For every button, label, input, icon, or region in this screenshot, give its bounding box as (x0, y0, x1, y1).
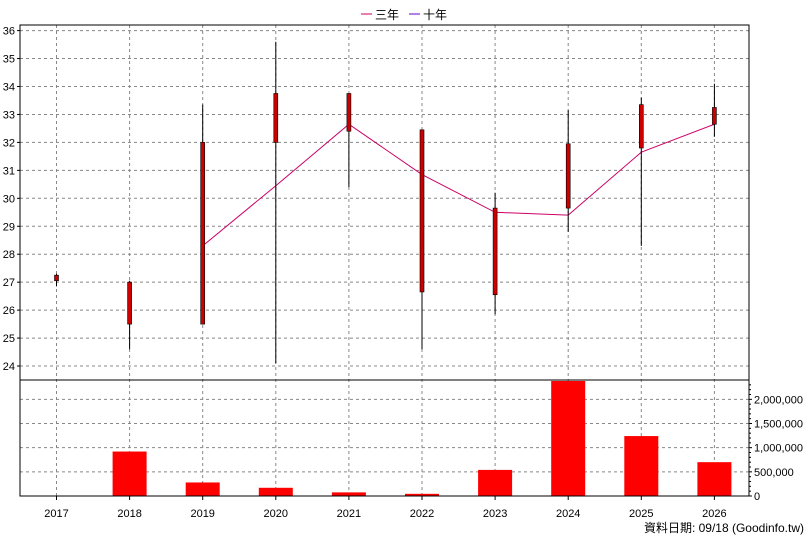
x-tick-label: 2017 (44, 508, 68, 520)
volume-bar-2026 (697, 462, 732, 496)
volume-bar-2024 (551, 380, 586, 496)
price-tick-label: 35 (3, 54, 15, 66)
x-tick-label: 2023 (483, 508, 507, 520)
volume-bar-2019 (185, 482, 220, 496)
x-tick-label: 2026 (702, 508, 726, 520)
price-tick-label: 31 (3, 165, 15, 177)
price-tick-label: 25 (3, 333, 15, 345)
volume-tick-label: 500,000 (754, 467, 794, 479)
price-tick-label: 32 (3, 137, 15, 149)
volume-bar-2021 (331, 492, 366, 496)
data-date-footer: 資料日期: 09/18 (Goodinfo.tw) (644, 521, 804, 535)
volume-tick-label: 0 (754, 491, 760, 503)
candle-body-2019 (200, 142, 205, 325)
candle-body-2024 (565, 143, 571, 209)
price-y-axis: 24 25 26 27 28 29 30 31 32 33 34 35 36 (3, 26, 20, 373)
x-tick-label: 2020 (264, 508, 288, 520)
candle-body-2023 (492, 207, 498, 296)
volume-bar-2025 (624, 436, 659, 496)
x-tick-label: 2025 (629, 508, 653, 520)
volume-bars (112, 380, 732, 496)
price-tick-label: 24 (3, 361, 15, 373)
candle-body-2025 (638, 104, 644, 149)
ma-3y-polyline (202, 123, 715, 247)
x-axis: 2017 2018 2019 2020 2021 2022 2023 2024 2025 2026 (44, 496, 727, 520)
candle-body-2021 (346, 93, 352, 132)
price-tick-label: 28 (3, 249, 15, 261)
x-tick-label: 2021 (337, 508, 361, 520)
volume-bar-2023 (478, 469, 513, 496)
price-tick-label: 30 (3, 193, 15, 205)
price-grid (20, 25, 749, 496)
candle-body-2017 (54, 274, 59, 282)
price-tick-label: 36 (3, 26, 15, 38)
price-tick-label: 34 (3, 81, 15, 93)
legend-label-3y: 三年 (375, 8, 399, 22)
price-tick-label: 29 (3, 221, 15, 233)
price-tick-label: 33 (3, 109, 15, 121)
price-tick-label: 26 (3, 305, 15, 317)
x-tick-label: 2018 (117, 508, 141, 520)
x-tick-label: 2024 (556, 508, 580, 520)
candle-body-2026 (712, 107, 717, 125)
volume-tick-label: 1,500,000 (754, 419, 803, 431)
volume-tick-label: 2,000,000 (754, 394, 803, 406)
candle-body-2018 (127, 281, 132, 325)
legend-label-10y: 十年 (423, 8, 447, 22)
x-tick-label: 2022 (410, 508, 434, 520)
volume-tick-label: 1,000,000 (754, 443, 803, 455)
volume-bar-2022 (405, 493, 439, 496)
candles (54, 41, 717, 364)
ma-3y-line (202, 123, 715, 247)
legend: 三年 十年 (361, 8, 447, 22)
volume-bar-2020 (258, 487, 293, 496)
x-tick-label: 2019 (190, 508, 214, 520)
price-tick-label: 27 (3, 277, 15, 289)
volume-bar-2018 (112, 451, 147, 496)
volume-panel-frame (19, 379, 750, 497)
candle-body-2020 (273, 93, 279, 143)
candle-body-2022 (419, 129, 425, 293)
